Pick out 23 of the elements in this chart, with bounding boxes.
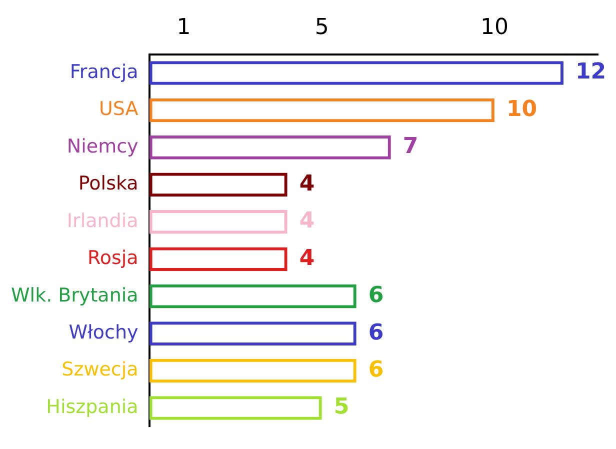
data-label: 12 (575, 60, 606, 85)
y-tick-label: Rosja (88, 247, 138, 270)
y-tick-label: Niemcy (66, 135, 138, 158)
data-label: 4 (299, 171, 315, 196)
data-label: 5 (334, 394, 350, 420)
data-label: 4 (299, 246, 315, 271)
data-label: 6 (368, 357, 384, 382)
x-tick-label: 10 (480, 14, 508, 40)
data-label: 6 (368, 320, 384, 346)
y-tick-label: Francja (70, 60, 138, 83)
y-tick-label: Polska (78, 172, 138, 195)
y-tick-label: Szwecja (62, 358, 138, 381)
data-label: 4 (299, 208, 315, 234)
data-label: 7 (402, 134, 418, 160)
x-tick-label: 1 (176, 14, 191, 40)
data-label: 10 (506, 96, 538, 122)
y-tick-label: Wlk. Brytania (11, 284, 138, 306)
y-tick-label: Włochy (68, 321, 138, 344)
y-tick-label: Hiszpania (46, 396, 138, 418)
y-tick-label: USA (98, 98, 138, 120)
x-tick-label: 5 (314, 14, 329, 40)
y-tick-label: Irlandia (66, 210, 138, 232)
data-label: 6 (368, 283, 384, 308)
